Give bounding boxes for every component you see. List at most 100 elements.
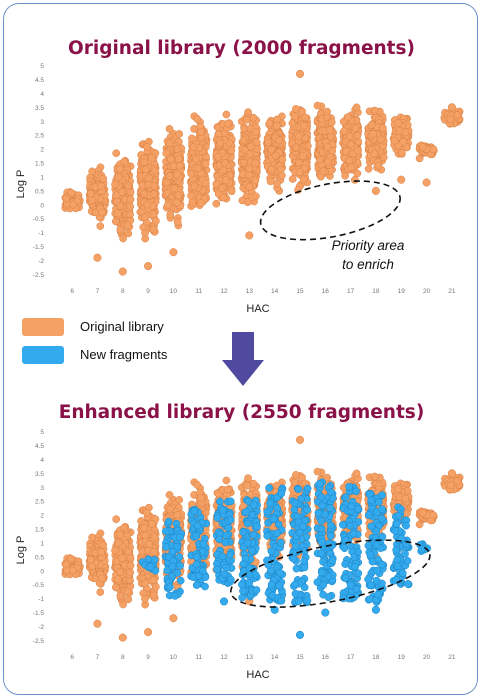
data-point [88,196,96,204]
data-point [278,171,286,180]
data-point [152,583,160,591]
data-point [69,200,78,209]
data-point [227,187,236,196]
y-tick-label: 1.5 [35,527,44,534]
legend-item-new: New fragments [22,346,242,366]
data-point [196,494,205,502]
data-point [96,222,105,230]
data-point [98,208,106,217]
data-point [96,588,105,596]
data-point [119,234,127,243]
chart-original: 54.543.532.521.510.50-0.5-1-1.5-2-2.56 7 8… [15,63,464,314]
data-point [340,127,349,135]
data-point [140,189,148,198]
data-point [222,476,231,485]
x-tick-label: 13 [246,654,254,661]
data-point [275,136,283,145]
data-point [214,152,222,161]
legend-swatch-original [22,318,64,336]
data-point [429,145,438,154]
data-point [150,182,158,190]
y-tick-label: 4.5 [35,443,44,450]
data-point [165,139,174,148]
data-point [350,176,359,184]
data-point [164,201,172,209]
data-point [174,155,183,163]
y-tick-label: -0.5 [33,216,45,223]
data-point [149,225,158,234]
data-point-outlier [397,175,406,184]
annotation-text: to enrich [342,257,394,272]
data-point [193,114,201,123]
data-point [126,561,135,570]
x-tick-label: 18 [372,288,380,295]
x-tick-label: 9 [146,288,150,295]
data-point [143,200,152,209]
series-original [61,69,464,276]
x-tick-label: 19 [398,654,406,661]
y-tick-label: 2.5 [35,499,44,506]
data-point [295,132,303,141]
y-tick-label: -1.5 [33,610,45,617]
data-point [197,169,206,178]
data-point [116,530,125,539]
data-point-outlier [93,253,102,262]
y-axis-label: Log P [15,536,27,565]
data-point [292,143,300,152]
data-point [401,128,410,137]
data-point [140,524,149,532]
data-point [196,128,205,136]
data-point [114,209,122,218]
data-point [245,171,253,179]
data-point [192,155,200,164]
x-tick-label: 16 [322,654,330,661]
y-tick-label: 5 [40,63,44,70]
data-point [173,170,181,179]
x-tick-label: 13 [246,288,254,295]
x-tick-label: 20 [423,654,431,661]
data-point [141,229,149,237]
data-point [219,166,228,175]
data-point [166,210,175,219]
data-point [126,188,135,197]
data-point [390,136,399,145]
data-point [140,158,149,166]
x-tick-label: 9 [146,654,150,661]
data-point [351,124,360,132]
data-point [111,583,120,592]
data-point [165,505,174,514]
data-point [119,600,127,609]
data-point [97,548,106,556]
x-tick-label: 18 [372,654,380,661]
x-tick-label: 7 [96,654,100,661]
data-point [418,143,427,151]
x-tick-label: 21 [448,288,456,295]
x-tick-label: 7 [96,288,100,295]
x-tick-label: 14 [271,654,279,661]
data-point [145,174,153,182]
x-tick-label: 8 [121,654,125,661]
y-tick-label: 1.5 [35,161,44,168]
data-point [175,161,184,170]
data-point-outlier [144,262,153,271]
data-point [148,519,156,528]
y-tick-label: 2 [40,513,44,520]
data-point-outlier [371,186,380,195]
x-tick-label: 8 [121,288,125,295]
data-point [346,132,354,141]
x-tick-label: 15 [296,288,304,295]
data-point-outlier [245,231,254,240]
data-point [240,158,248,167]
data-point [353,132,362,140]
data-point-outlier [295,69,305,78]
y-tick-label: -1 [38,230,44,237]
data-point [354,146,362,155]
data-point [149,210,158,218]
data-point [143,142,151,151]
data-point [319,167,328,176]
data-point [126,202,135,211]
data-point [323,143,332,151]
data-point [111,217,120,226]
data-point [399,137,408,146]
data-point [251,176,260,185]
